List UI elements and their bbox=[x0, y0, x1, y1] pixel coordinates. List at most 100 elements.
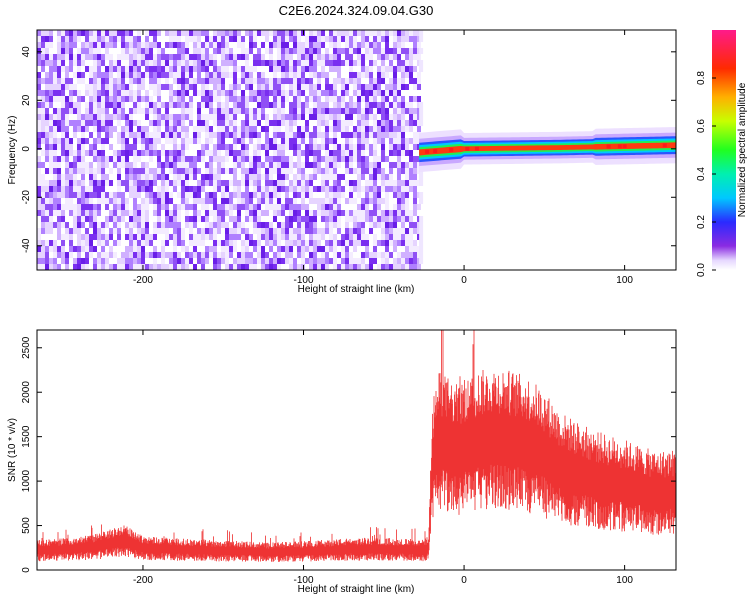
spectrogram-cell bbox=[53, 132, 57, 138]
spectrogram-cell bbox=[293, 174, 297, 180]
spectrogram-cell bbox=[381, 72, 385, 78]
spectrogram-cell bbox=[65, 150, 69, 156]
spectrogram-cell bbox=[337, 264, 341, 270]
spectrogram-cell bbox=[101, 222, 105, 228]
spectrogram-cell bbox=[65, 228, 69, 234]
spectrogram-cell bbox=[77, 78, 81, 84]
spectrogram-cell bbox=[285, 72, 289, 78]
spectrogram-cell bbox=[117, 150, 121, 156]
spectrogram-cell bbox=[301, 228, 305, 234]
spectrogram-cell bbox=[297, 78, 301, 84]
spectrogram-cell bbox=[393, 162, 397, 168]
spectrogram-cell bbox=[273, 132, 277, 138]
spectrogram-cell bbox=[113, 252, 117, 258]
spectrogram-cell bbox=[337, 120, 341, 126]
spectrogram-cell bbox=[301, 198, 305, 204]
spectrogram-cell bbox=[333, 120, 337, 126]
spectrogram-cell bbox=[53, 96, 57, 102]
spectrogram-cell bbox=[137, 192, 141, 198]
spectrogram-cell bbox=[369, 90, 373, 96]
spectrogram-cell bbox=[125, 258, 129, 264]
spectrogram-cell bbox=[365, 54, 369, 60]
spectrogram-cell bbox=[65, 168, 69, 174]
spectrogram-cell bbox=[217, 138, 221, 144]
spectrogram-cell bbox=[377, 162, 381, 168]
spectrogram-cell bbox=[213, 216, 217, 222]
spectrogram-cell bbox=[357, 60, 361, 66]
spectrogram-cell bbox=[45, 108, 49, 114]
spectrogram-cell bbox=[321, 258, 325, 264]
spectrogram-cell bbox=[345, 168, 349, 174]
spectrogram-cell bbox=[49, 156, 53, 162]
spectrogram-cell bbox=[357, 126, 361, 132]
spectrogram-cell bbox=[305, 108, 309, 114]
spectrogram-cell bbox=[85, 198, 89, 204]
spectrogram-cell bbox=[313, 108, 317, 114]
spectrogram-cell bbox=[349, 138, 353, 144]
spectrogram-cell bbox=[353, 78, 357, 84]
spectrogram-cell bbox=[149, 174, 153, 180]
spectrogram-cell bbox=[385, 72, 389, 78]
spectrogram-cell bbox=[181, 198, 185, 204]
spectrogram-cell bbox=[153, 108, 157, 114]
spectrogram-cell bbox=[109, 234, 113, 240]
spectrogram-cell bbox=[277, 54, 281, 60]
spectrogram-cell bbox=[389, 180, 393, 186]
spectrogram-cell bbox=[337, 96, 341, 102]
spectrogram-cell bbox=[301, 204, 305, 210]
spectrogram-cell bbox=[377, 30, 381, 36]
y-tick-label: 500 bbox=[21, 517, 32, 534]
spectrogram-cell bbox=[69, 108, 73, 114]
spectrogram-cell bbox=[245, 66, 249, 72]
spectrogram-cell bbox=[377, 222, 381, 228]
spectrogram-cell bbox=[41, 132, 45, 138]
spectrogram-cell bbox=[89, 48, 93, 54]
spectrogram-cell bbox=[265, 150, 269, 156]
spectrogram-cell bbox=[277, 150, 281, 156]
spectrogram-cell bbox=[85, 114, 89, 120]
spectrogram-cell bbox=[101, 96, 105, 102]
spectrogram-cell bbox=[345, 102, 349, 108]
spectrogram-cell bbox=[353, 60, 357, 66]
signal-band-layer bbox=[419, 142, 676, 156]
spectrogram-cell bbox=[217, 180, 221, 186]
spectrogram-cell bbox=[345, 42, 349, 48]
spectrogram-cell bbox=[357, 228, 361, 234]
spectrogram-cell bbox=[185, 210, 189, 216]
spectrogram-cell bbox=[289, 114, 293, 120]
spectrogram-cell bbox=[149, 138, 153, 144]
spectrogram-cell bbox=[297, 36, 301, 42]
spectrogram-cell bbox=[261, 54, 265, 60]
spectrogram-cell bbox=[177, 78, 181, 84]
spectrogram-cell bbox=[229, 114, 233, 120]
spectrogram-cell bbox=[125, 126, 129, 132]
spectrogram-cell bbox=[173, 144, 177, 150]
spectrogram-cell bbox=[373, 90, 377, 96]
spectrogram-x-ticks: -200 -100 0 100 bbox=[133, 30, 633, 286]
spectrogram-cell bbox=[289, 204, 293, 210]
spectrogram-cell bbox=[245, 174, 249, 180]
spectrogram-cell bbox=[397, 258, 401, 264]
spectrogram-cell bbox=[229, 54, 233, 60]
spectrogram-cell bbox=[205, 252, 209, 258]
spectrogram-cell bbox=[325, 228, 329, 234]
spectrogram-cell bbox=[101, 42, 105, 48]
spectrogram-cell bbox=[205, 48, 209, 54]
spectrogram-cell bbox=[337, 192, 341, 198]
spectrogram-cell bbox=[309, 42, 313, 48]
spectrogram-cell bbox=[353, 234, 357, 240]
spectrogram-cell bbox=[133, 150, 137, 156]
spectrogram-cell bbox=[357, 234, 361, 240]
spectrogram-cell bbox=[213, 108, 217, 114]
spectrogram-cell bbox=[177, 180, 181, 186]
spectrogram-cell bbox=[197, 126, 201, 132]
spectrogram-cell bbox=[185, 114, 189, 120]
spectrogram-cell bbox=[273, 120, 277, 126]
spectrogram-cell bbox=[237, 192, 241, 198]
spectrogram-cell bbox=[177, 132, 181, 138]
spectrogram-cell bbox=[325, 204, 329, 210]
spectrogram-cell bbox=[105, 204, 109, 210]
spectrogram-cell bbox=[249, 156, 253, 162]
spectrogram-cell bbox=[41, 162, 45, 168]
spectrogram-cell bbox=[125, 264, 129, 270]
